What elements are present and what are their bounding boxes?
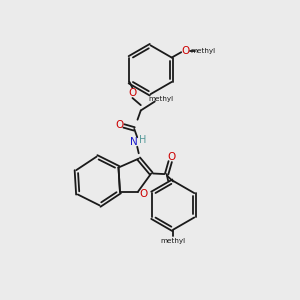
Text: O: O [139, 189, 147, 199]
Text: methyl: methyl [160, 238, 186, 244]
Text: O: O [128, 88, 136, 98]
Text: methyl: methyl [148, 96, 174, 102]
Text: O: O [181, 46, 190, 56]
Text: methyl: methyl [190, 48, 215, 54]
Text: O: O [168, 152, 176, 162]
Text: O: O [116, 120, 124, 130]
Text: H: H [140, 135, 147, 145]
Text: N: N [130, 137, 138, 147]
